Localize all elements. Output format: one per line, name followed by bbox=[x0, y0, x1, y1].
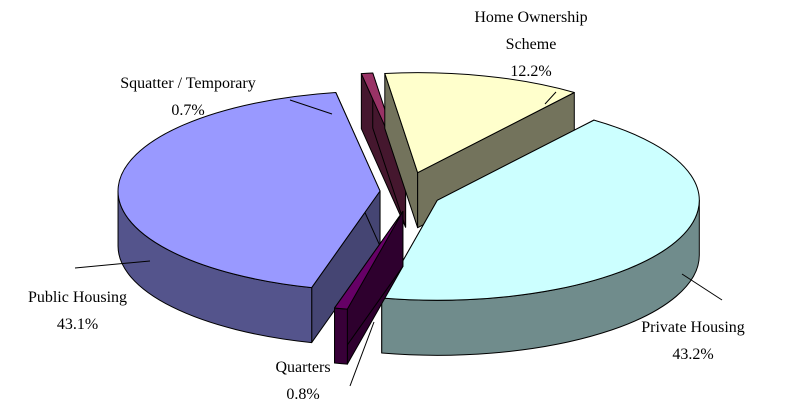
category-label: Quarters bbox=[275, 359, 331, 376]
leader-line bbox=[544, 91, 557, 105]
slice-label: Squatter / Temporary 0.7% bbox=[88, 70, 288, 124]
value-label: 0.8% bbox=[286, 386, 320, 403]
leader-line bbox=[349, 321, 375, 387]
leader-line bbox=[289, 99, 333, 115]
leader-line bbox=[74, 260, 151, 269]
category-label: Squatter / Temporary bbox=[120, 75, 256, 92]
slice-label: Home Ownership Scheme 12.2% bbox=[456, 4, 606, 85]
slice bbox=[117, 91, 381, 289]
value-label: 43.2% bbox=[672, 346, 714, 363]
category-label: Public Housing bbox=[27, 289, 128, 306]
value-label: 43.1% bbox=[56, 316, 99, 333]
category-label: Private Housing bbox=[641, 319, 745, 336]
slice bbox=[381, 119, 700, 301]
value-label: 12.2% bbox=[510, 63, 552, 80]
slice-label: Public Housing 43.1% bbox=[0, 284, 155, 338]
slice-label: Quarters 0.8% bbox=[223, 354, 383, 406]
slice bbox=[384, 72, 575, 174]
value-label: 0.7% bbox=[171, 102, 205, 119]
slices bbox=[117, 72, 700, 365]
leader-line bbox=[681, 273, 723, 301]
slice-label: Private Housing 43.2% bbox=[593, 314, 793, 368]
category-label: Home Ownership Scheme bbox=[474, 9, 588, 53]
slice bbox=[334, 210, 404, 310]
